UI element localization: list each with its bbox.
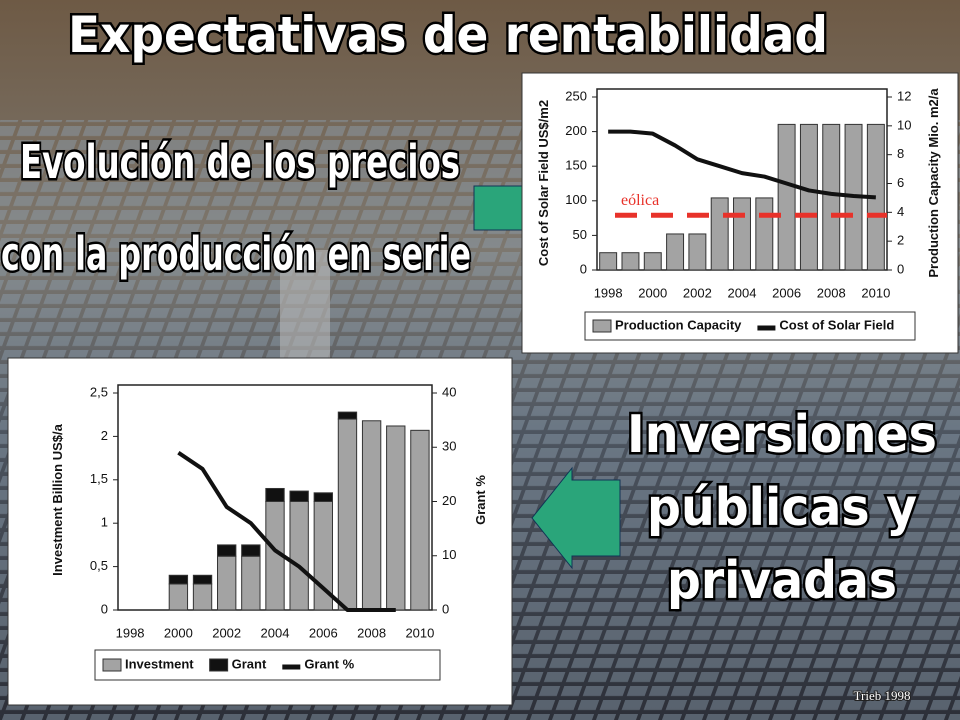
bar: [733, 197, 751, 271]
legend-label: Cost of Solar Field: [779, 317, 894, 332]
left-heading: con la producción en serie: [1, 227, 471, 281]
x-tick-label: 2002: [683, 285, 712, 300]
bar: [755, 197, 774, 271]
legend-box: [584, 311, 916, 341]
x-tick-label: 1998: [594, 285, 623, 300]
bar: [688, 233, 707, 271]
y-tick-label: 1: [101, 515, 108, 530]
bar: [168, 574, 189, 585]
legend-label: Production Capacity: [615, 317, 742, 332]
bar: [361, 420, 382, 611]
bar: [241, 544, 261, 557]
x-tick-label: 2008: [357, 625, 386, 640]
bar: [599, 252, 618, 271]
legend-label: Grant %: [304, 656, 354, 671]
bar: [799, 123, 818, 271]
legend-label: Grant: [232, 656, 267, 671]
y-tick-label: 0: [101, 601, 108, 616]
bar: [822, 123, 841, 271]
y2-tick-label: 0: [897, 261, 904, 276]
y2-tick-label: 4: [897, 204, 904, 219]
bar: [217, 544, 237, 557]
tower: [280, 250, 330, 370]
x-tick-label: 2010: [405, 625, 434, 640]
line: [608, 129, 876, 200]
y-tick-label: 200: [565, 123, 587, 138]
x-tick-label: 2008: [817, 285, 846, 300]
legend-swatch: [592, 319, 612, 333]
arrow: [531, 466, 621, 570]
credit: Trieb 1998: [854, 688, 911, 703]
y2-tick-label: 0: [442, 601, 449, 616]
bar: [217, 555, 237, 611]
y-tick-label: 50: [573, 227, 587, 242]
y2-tick-label: 6: [897, 175, 904, 190]
y-tick-label: 1,5: [90, 471, 108, 486]
slide-title: Expectativas de rentabilidad: [68, 6, 828, 64]
bar: [386, 425, 406, 611]
x-tick-label: 2010: [861, 285, 890, 300]
bar: [337, 411, 358, 420]
x-tick-label: 2000: [164, 625, 193, 640]
bar: [710, 197, 729, 271]
y2-tick-label: 12: [897, 88, 911, 103]
y-axis-title: Investment Billion US$/a: [50, 423, 65, 575]
y2-tick-label: 20: [442, 493, 456, 508]
left-heading: Evolución de los precios: [20, 135, 460, 189]
legend-box: [94, 649, 441, 681]
x-tick-label: 2002: [212, 625, 241, 640]
bar: [192, 583, 213, 611]
x-tick-label: 2006: [309, 625, 338, 640]
bar: [313, 492, 333, 503]
legend-label: Investment: [125, 656, 194, 671]
bar: [241, 555, 261, 611]
line: [177, 451, 396, 612]
y-tick-label: 0,5: [90, 558, 108, 573]
right-heading: Inversiones: [627, 405, 937, 465]
legend-swatch: [209, 658, 229, 672]
x-tick-label: 2004: [728, 285, 757, 300]
bar: [168, 583, 189, 611]
y-tick-label: 2: [101, 428, 108, 443]
reference-label: eólica: [621, 192, 659, 209]
y-tick-label: 2,5: [90, 384, 108, 399]
bar: [289, 490, 309, 503]
y2-tick-label: 10: [442, 547, 456, 562]
bar: [337, 418, 358, 611]
x-tick-label: 1998: [116, 625, 145, 640]
y2-axis-title: Production Capacity Mio. m2/a: [926, 88, 941, 278]
y-tick-label: 250: [565, 88, 587, 103]
bar: [192, 574, 213, 585]
x-tick-label: 2004: [261, 625, 290, 640]
bar: [643, 252, 662, 271]
x-tick-label: 2000: [638, 285, 667, 300]
y2-tick-label: 40: [442, 384, 456, 399]
y2-tick-label: 10: [897, 117, 911, 132]
y2-tick-label: 8: [897, 146, 904, 161]
y2-tick-label: 2: [897, 233, 904, 248]
y-axis-title: Cost of Solar Field US$/m2: [536, 100, 551, 266]
x-tick-label: 2006: [772, 285, 801, 300]
bar: [666, 233, 685, 271]
right-heading: públicas y: [647, 478, 917, 538]
legend-swatch: [102, 658, 122, 672]
bar: [621, 252, 640, 271]
y-tick-label: 100: [565, 192, 587, 207]
bar: [265, 487, 285, 503]
y-tick-label: 150: [565, 158, 587, 173]
right-heading: privadas: [667, 551, 897, 611]
bar: [777, 123, 796, 271]
y2-axis-title: Grant %: [473, 475, 488, 525]
y2-tick-label: 30: [442, 439, 456, 454]
y-tick-label: 0: [580, 261, 587, 276]
bar: [289, 501, 309, 611]
bar: [410, 429, 430, 611]
